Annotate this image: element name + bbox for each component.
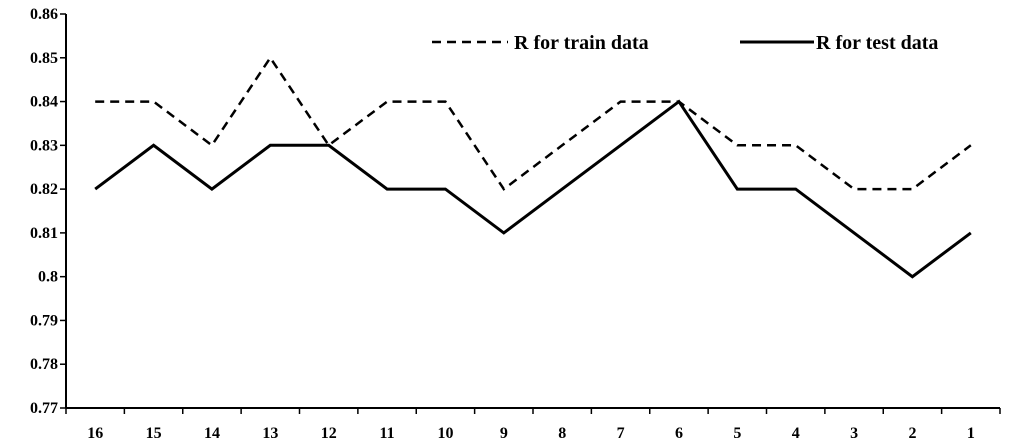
legend-label-test: R for test data (816, 32, 938, 54)
x-tick-label: 7 (617, 425, 625, 442)
y-tick-label: 0.83 (30, 137, 58, 154)
y-ticks: 0.77 0.78 0.79 0.8 0.81 0.82 0.83 0.84 0.85 0.86 (30, 6, 66, 417)
x-tick-label: 15 (146, 425, 162, 442)
y-tick-label: 0.78 (30, 356, 58, 373)
x-tick-label: 1 (967, 425, 975, 442)
x-tick-label: 2 (908, 425, 916, 442)
x-ticks: 16 15 14 13 12 11 10 9 8 7 6 5 4 3 2 1 (65, 408, 1001, 442)
series-line-train (95, 55, 972, 191)
x-tick-label: 10 (437, 425, 453, 442)
x-tick-label: 6 (675, 425, 683, 442)
x-tick-label: 4 (792, 425, 800, 442)
y-tick-label: 0.82 (30, 181, 58, 198)
series-line-test (94, 99, 972, 279)
y-tick-label: 0.8 (38, 269, 58, 286)
x-tick-label: 12 (321, 425, 337, 442)
x-tick-label: 9 (500, 425, 508, 442)
series-layer (94, 55, 972, 279)
y-tick-label: 0.81 (30, 225, 58, 242)
y-tick-label: 0.77 (30, 400, 58, 417)
legend: R for train data R for test data (432, 32, 938, 54)
x-tick-label: 13 (262, 425, 278, 442)
x-tick-label: 8 (558, 425, 566, 442)
y-tick-label: 0.85 (30, 50, 58, 67)
y-tick-label: 0.84 (30, 94, 58, 111)
x-tick-label: 16 (87, 425, 103, 442)
legend-label-train: R for train data (514, 32, 649, 54)
y-tick-label: 0.79 (30, 312, 58, 329)
y-tick-label: 0.86 (30, 6, 58, 23)
x-tick-label: 14 (204, 425, 220, 442)
x-tick-label: 5 (733, 425, 741, 442)
x-tick-label: 3 (850, 425, 858, 442)
x-tick-label: 11 (380, 425, 395, 442)
